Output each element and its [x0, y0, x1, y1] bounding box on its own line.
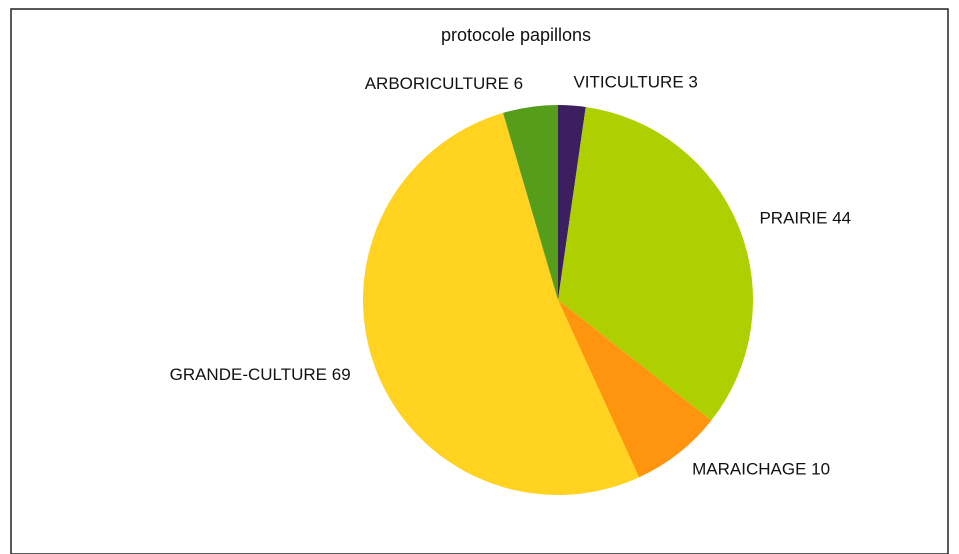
- pie-slice: [503, 105, 558, 300]
- slice-label: VITICULTURE 3: [573, 73, 697, 92]
- chart-title: protocole papillons: [441, 25, 591, 45]
- slice-value: 44: [832, 209, 851, 228]
- pie-slice: [558, 105, 586, 300]
- slice-category: GRANDE-CULTURE: [170, 365, 327, 384]
- slice-label: MARAICHAGE 10: [692, 460, 830, 479]
- slice-value: 10: [811, 460, 830, 479]
- slice-category: ARBORICULTURE: [365, 75, 509, 94]
- slice-value: 6: [514, 75, 523, 94]
- pie-slice: [558, 106, 754, 421]
- slice-value: 69: [332, 365, 351, 384]
- pie-slice: [363, 112, 640, 496]
- slice-category: PRAIRIE: [759, 209, 827, 228]
- slice-value: 3: [688, 73, 697, 92]
- slice-label: PRAIRIE 44: [759, 209, 851, 228]
- pie-slice: [558, 300, 712, 478]
- slice-category: VITICULTURE: [573, 73, 683, 92]
- slice-label: ARBORICULTURE 6: [365, 75, 523, 94]
- slice-label: GRANDE-CULTURE 69: [170, 365, 351, 384]
- slice-category: MARAICHAGE: [692, 460, 806, 479]
